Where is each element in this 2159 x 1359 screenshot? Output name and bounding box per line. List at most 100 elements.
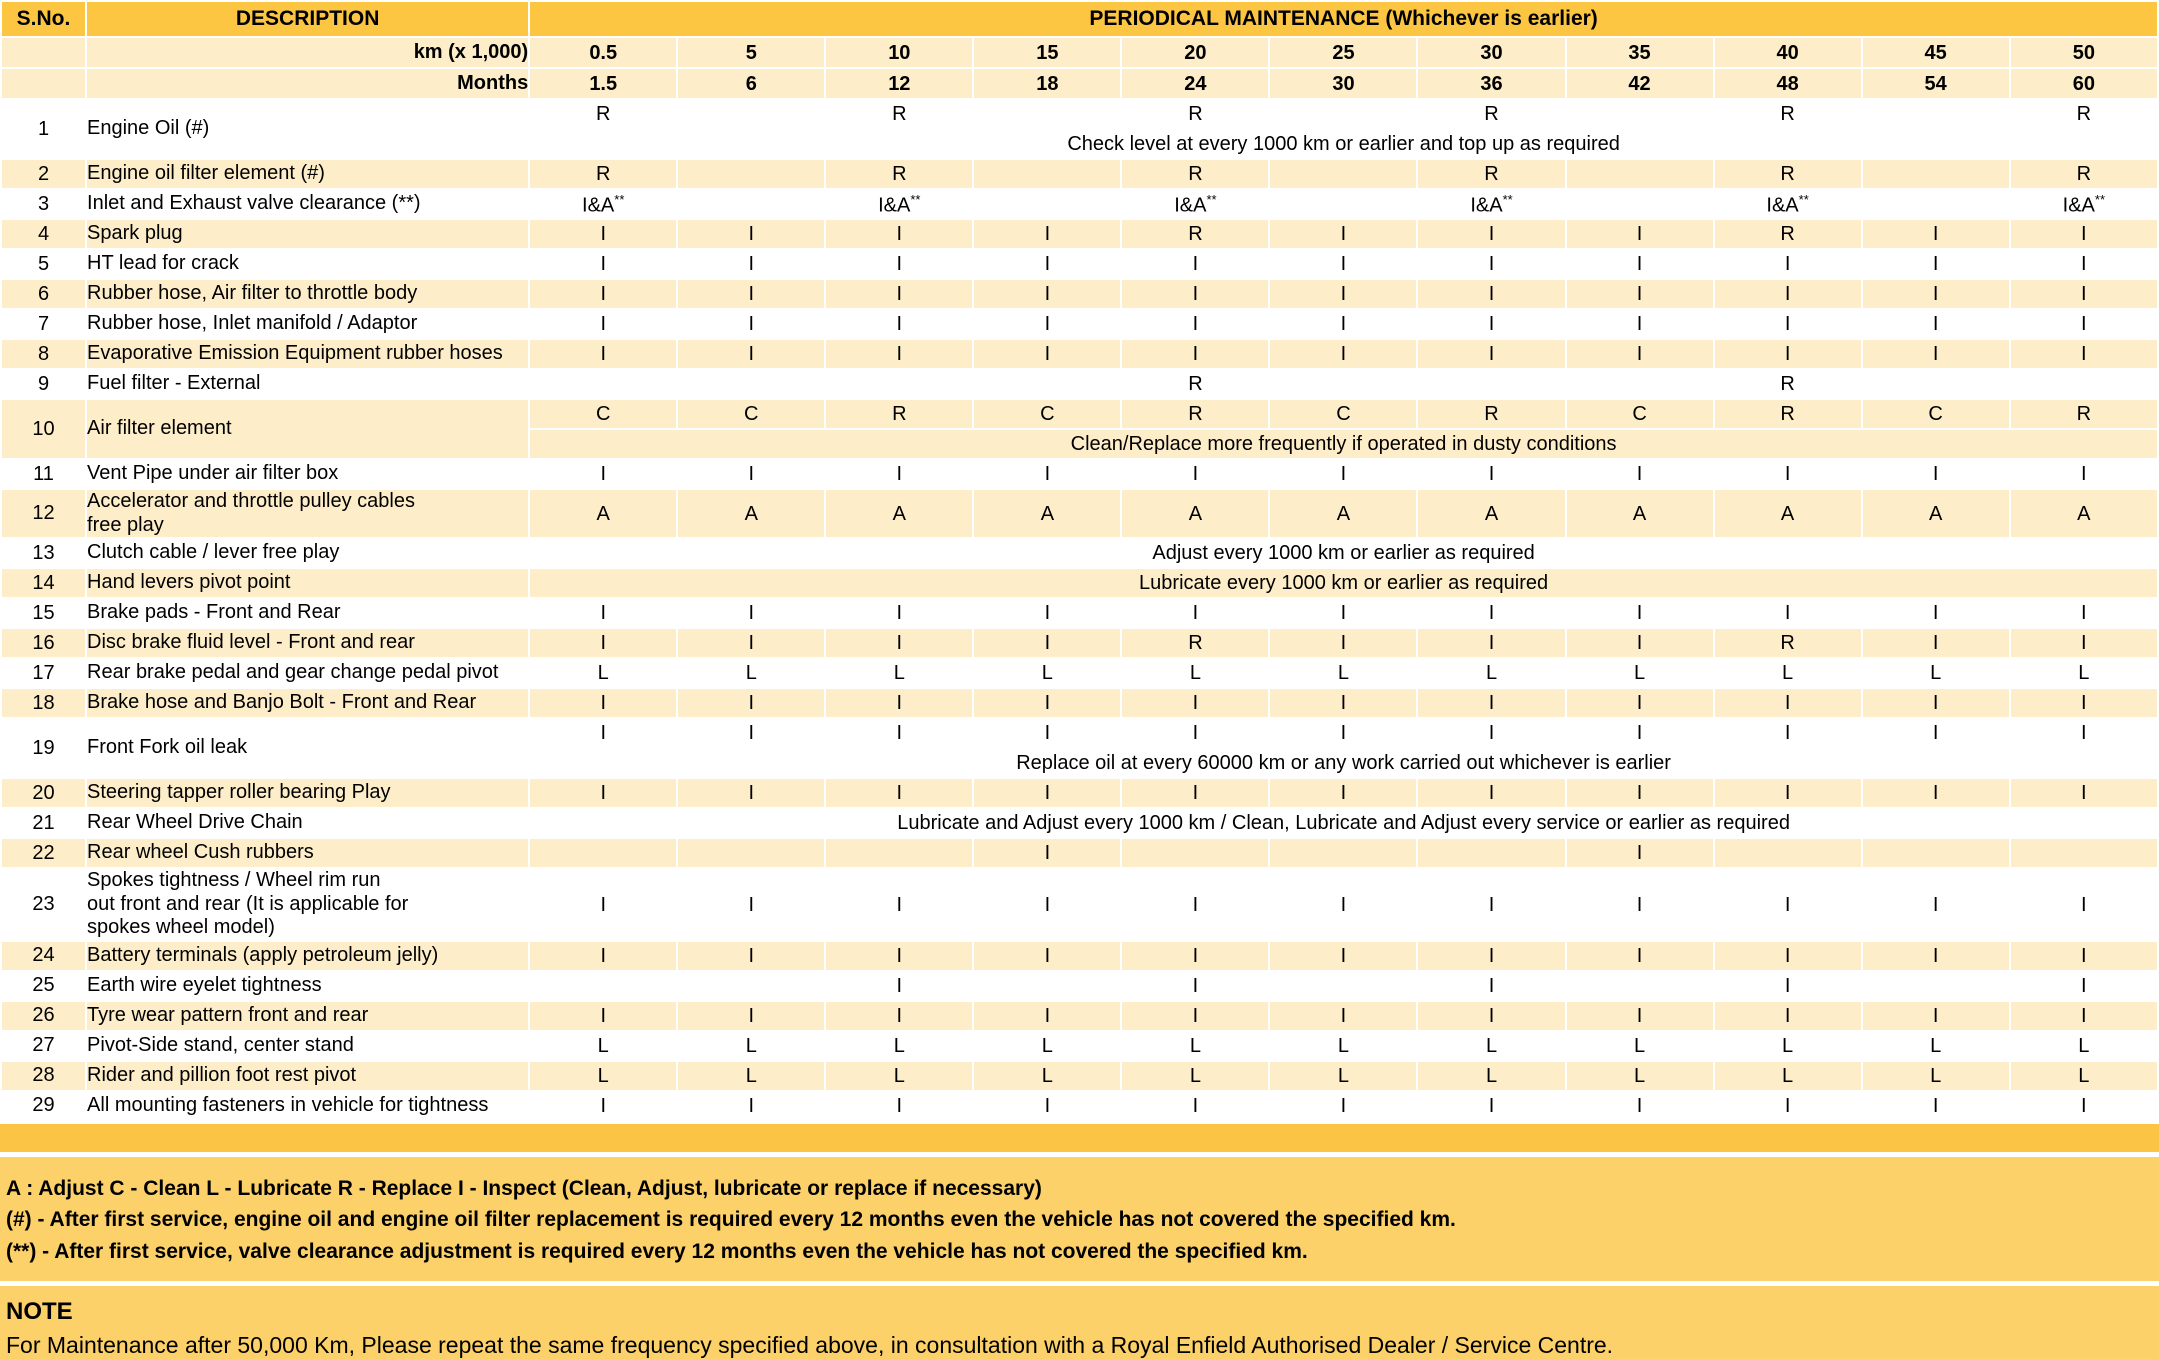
km-value-cell: 0.5 xyxy=(528,36,679,69)
months-unit-label: Months xyxy=(85,67,531,100)
table-row: 24 Battery terminals (apply petroleum jel… xyxy=(0,939,2159,972)
maintenance-cell: I xyxy=(824,717,975,750)
row-description: Front Fork oil leak xyxy=(85,717,531,780)
row-number: 25 xyxy=(0,969,88,1002)
maintenance-cell xyxy=(1564,98,1715,130)
maintenance-cell: I xyxy=(1416,867,1567,942)
table-row: 29 All mounting fasteners in vehicle for … xyxy=(0,1089,2159,1122)
maintenance-cell: I xyxy=(1564,627,1715,660)
maintenance-cell: I xyxy=(1564,338,1715,370)
maintenance-cell xyxy=(676,969,827,1002)
table-row: 20 Steering tapper roller bearing Play I I I… xyxy=(0,777,2159,810)
maintenance-cell: I xyxy=(1416,338,1567,370)
maintenance-cell: C xyxy=(676,398,827,430)
table-row: 3 Inlet and Exhaust valve clearance (**) I… xyxy=(0,188,2159,220)
row-description: Earth wire eyelet tightness xyxy=(85,969,531,1002)
double-asterisk-superscript: ** xyxy=(1206,191,1217,207)
maintenance-cell: R xyxy=(824,398,975,430)
maintenance-cell: I xyxy=(1120,867,1271,942)
table-row: 28 Rider and pillion foot rest pivot L L L L L… xyxy=(0,1059,2159,1092)
maintenance-cell: I xyxy=(528,687,679,720)
maintenance-cell: I xyxy=(1712,969,1863,1002)
km-value-cell: 35 xyxy=(1564,36,1715,69)
maintenance-cell: R xyxy=(2008,398,2159,430)
maintenance-cell: A xyxy=(972,487,1123,540)
maintenance-cell xyxy=(2008,368,2159,400)
maintenance-cell: L xyxy=(1416,1029,1567,1062)
maintenance-cell: I xyxy=(824,627,975,660)
maintenance-cell: I xyxy=(1416,939,1567,972)
maintenance-cell: I xyxy=(1120,308,1271,340)
row-description: Steering tapper roller bearing Play xyxy=(85,777,531,810)
periodical-maintenance-header: PERIODICAL MAINTENANCE (Whichever is ear… xyxy=(528,0,2159,38)
legend-line-hash: (#) - After first service, engine oil an… xyxy=(6,1208,1456,1232)
km-value-cell: 25 xyxy=(1268,36,1419,69)
maintenance-cell: L xyxy=(528,657,679,690)
maintenance-cell: L xyxy=(676,657,827,690)
maintenance-cell: I xyxy=(972,837,1123,870)
maintenance-cell: R xyxy=(1120,98,1271,130)
maintenance-cell: L xyxy=(1120,657,1271,690)
maintenance-cell: I xyxy=(2008,627,2159,660)
maintenance-cell xyxy=(1268,837,1419,870)
month-value-cell: 24 xyxy=(1120,67,1271,100)
maintenance-cell: I xyxy=(1860,627,2011,660)
maintenance-cell: I xyxy=(972,999,1123,1032)
maintenance-cell: L xyxy=(824,1059,975,1092)
maintenance-cell: L xyxy=(1712,1029,1863,1062)
maintenance-cell: I xyxy=(1564,248,1715,280)
maintenance-cell: L xyxy=(972,1029,1123,1062)
maintenance-cell: I xyxy=(1268,687,1419,720)
maintenance-cell: R xyxy=(1712,98,1863,130)
maintenance-cell: I xyxy=(1860,597,2011,630)
maintenance-cell: I xyxy=(972,458,1123,490)
maintenance-cell: I xyxy=(1564,867,1715,942)
maintenance-cell: I xyxy=(1120,458,1271,490)
maintenance-cell: I xyxy=(972,717,1123,750)
maintenance-cell xyxy=(676,368,827,400)
maintenance-cell xyxy=(1564,188,1715,220)
maintenance-cell: I xyxy=(528,999,679,1032)
row-description: All mounting fasteners in vehicle for ti… xyxy=(85,1089,531,1122)
km-value-cell: 5 xyxy=(676,36,827,69)
maintenance-cell xyxy=(528,368,679,400)
maintenance-cell: I&A** xyxy=(1120,188,1271,220)
maintenance-cell: I xyxy=(1120,939,1271,972)
table-row: 26 Tyre wear pattern front and rear I I I I I I… xyxy=(0,999,2159,1032)
maintenance-cell: I xyxy=(2008,597,2159,630)
maintenance-cell: I xyxy=(1268,338,1419,370)
maintenance-cell: I xyxy=(1860,218,2011,250)
maintenance-cell: I xyxy=(528,597,679,630)
maintenance-cell: R xyxy=(1712,218,1863,250)
table-title-row: S.No. DESCRIPTION PERIODICAL MAINTENANCE… xyxy=(0,0,2159,38)
maintenance-cell: I xyxy=(1564,218,1715,250)
maintenance-cell: I xyxy=(1268,717,1419,750)
row-description: Rear wheel Cush rubbers xyxy=(85,837,531,870)
maintenance-cell: I xyxy=(824,308,975,340)
maintenance-cell xyxy=(824,368,975,400)
maintenance-cell: I xyxy=(824,248,975,280)
maintenance-cell: I xyxy=(824,687,975,720)
maintenance-cell: I xyxy=(676,597,827,630)
maintenance-cell: I xyxy=(2008,969,2159,1002)
maintenance-cell: I xyxy=(824,999,975,1032)
maintenance-cell: I xyxy=(1860,867,2011,942)
maintenance-cell: L xyxy=(1860,657,2011,690)
maintenance-cell xyxy=(1860,837,2011,870)
maintenance-cell xyxy=(1860,188,2011,220)
sno-column-header: S.No. xyxy=(0,0,88,38)
months-header-row: Months 1.5 6 12 18 24 30 36 42 48 54 60 xyxy=(0,67,2159,100)
month-value-cell: 36 xyxy=(1416,67,1567,100)
maintenance-cell: I xyxy=(824,867,975,942)
maintenance-cell: I&A** xyxy=(824,188,975,220)
row-description: Tyre wear pattern front and rear xyxy=(85,999,531,1032)
maintenance-cell: I xyxy=(1712,687,1863,720)
maintenance-cell: I xyxy=(1268,777,1419,810)
maintenance-cell: R xyxy=(1120,218,1271,250)
maintenance-cell: A xyxy=(1712,487,1863,540)
maintenance-cell: I xyxy=(1712,1089,1863,1122)
separator-band xyxy=(0,1123,2159,1152)
row-description: Engine Oil (#) xyxy=(85,98,531,160)
km-header-row: km (x 1,000) 0.5 5 10 15 20 25 30 35 40 45 50 xyxy=(0,36,2159,69)
maintenance-cell: I&A** xyxy=(1416,188,1567,220)
